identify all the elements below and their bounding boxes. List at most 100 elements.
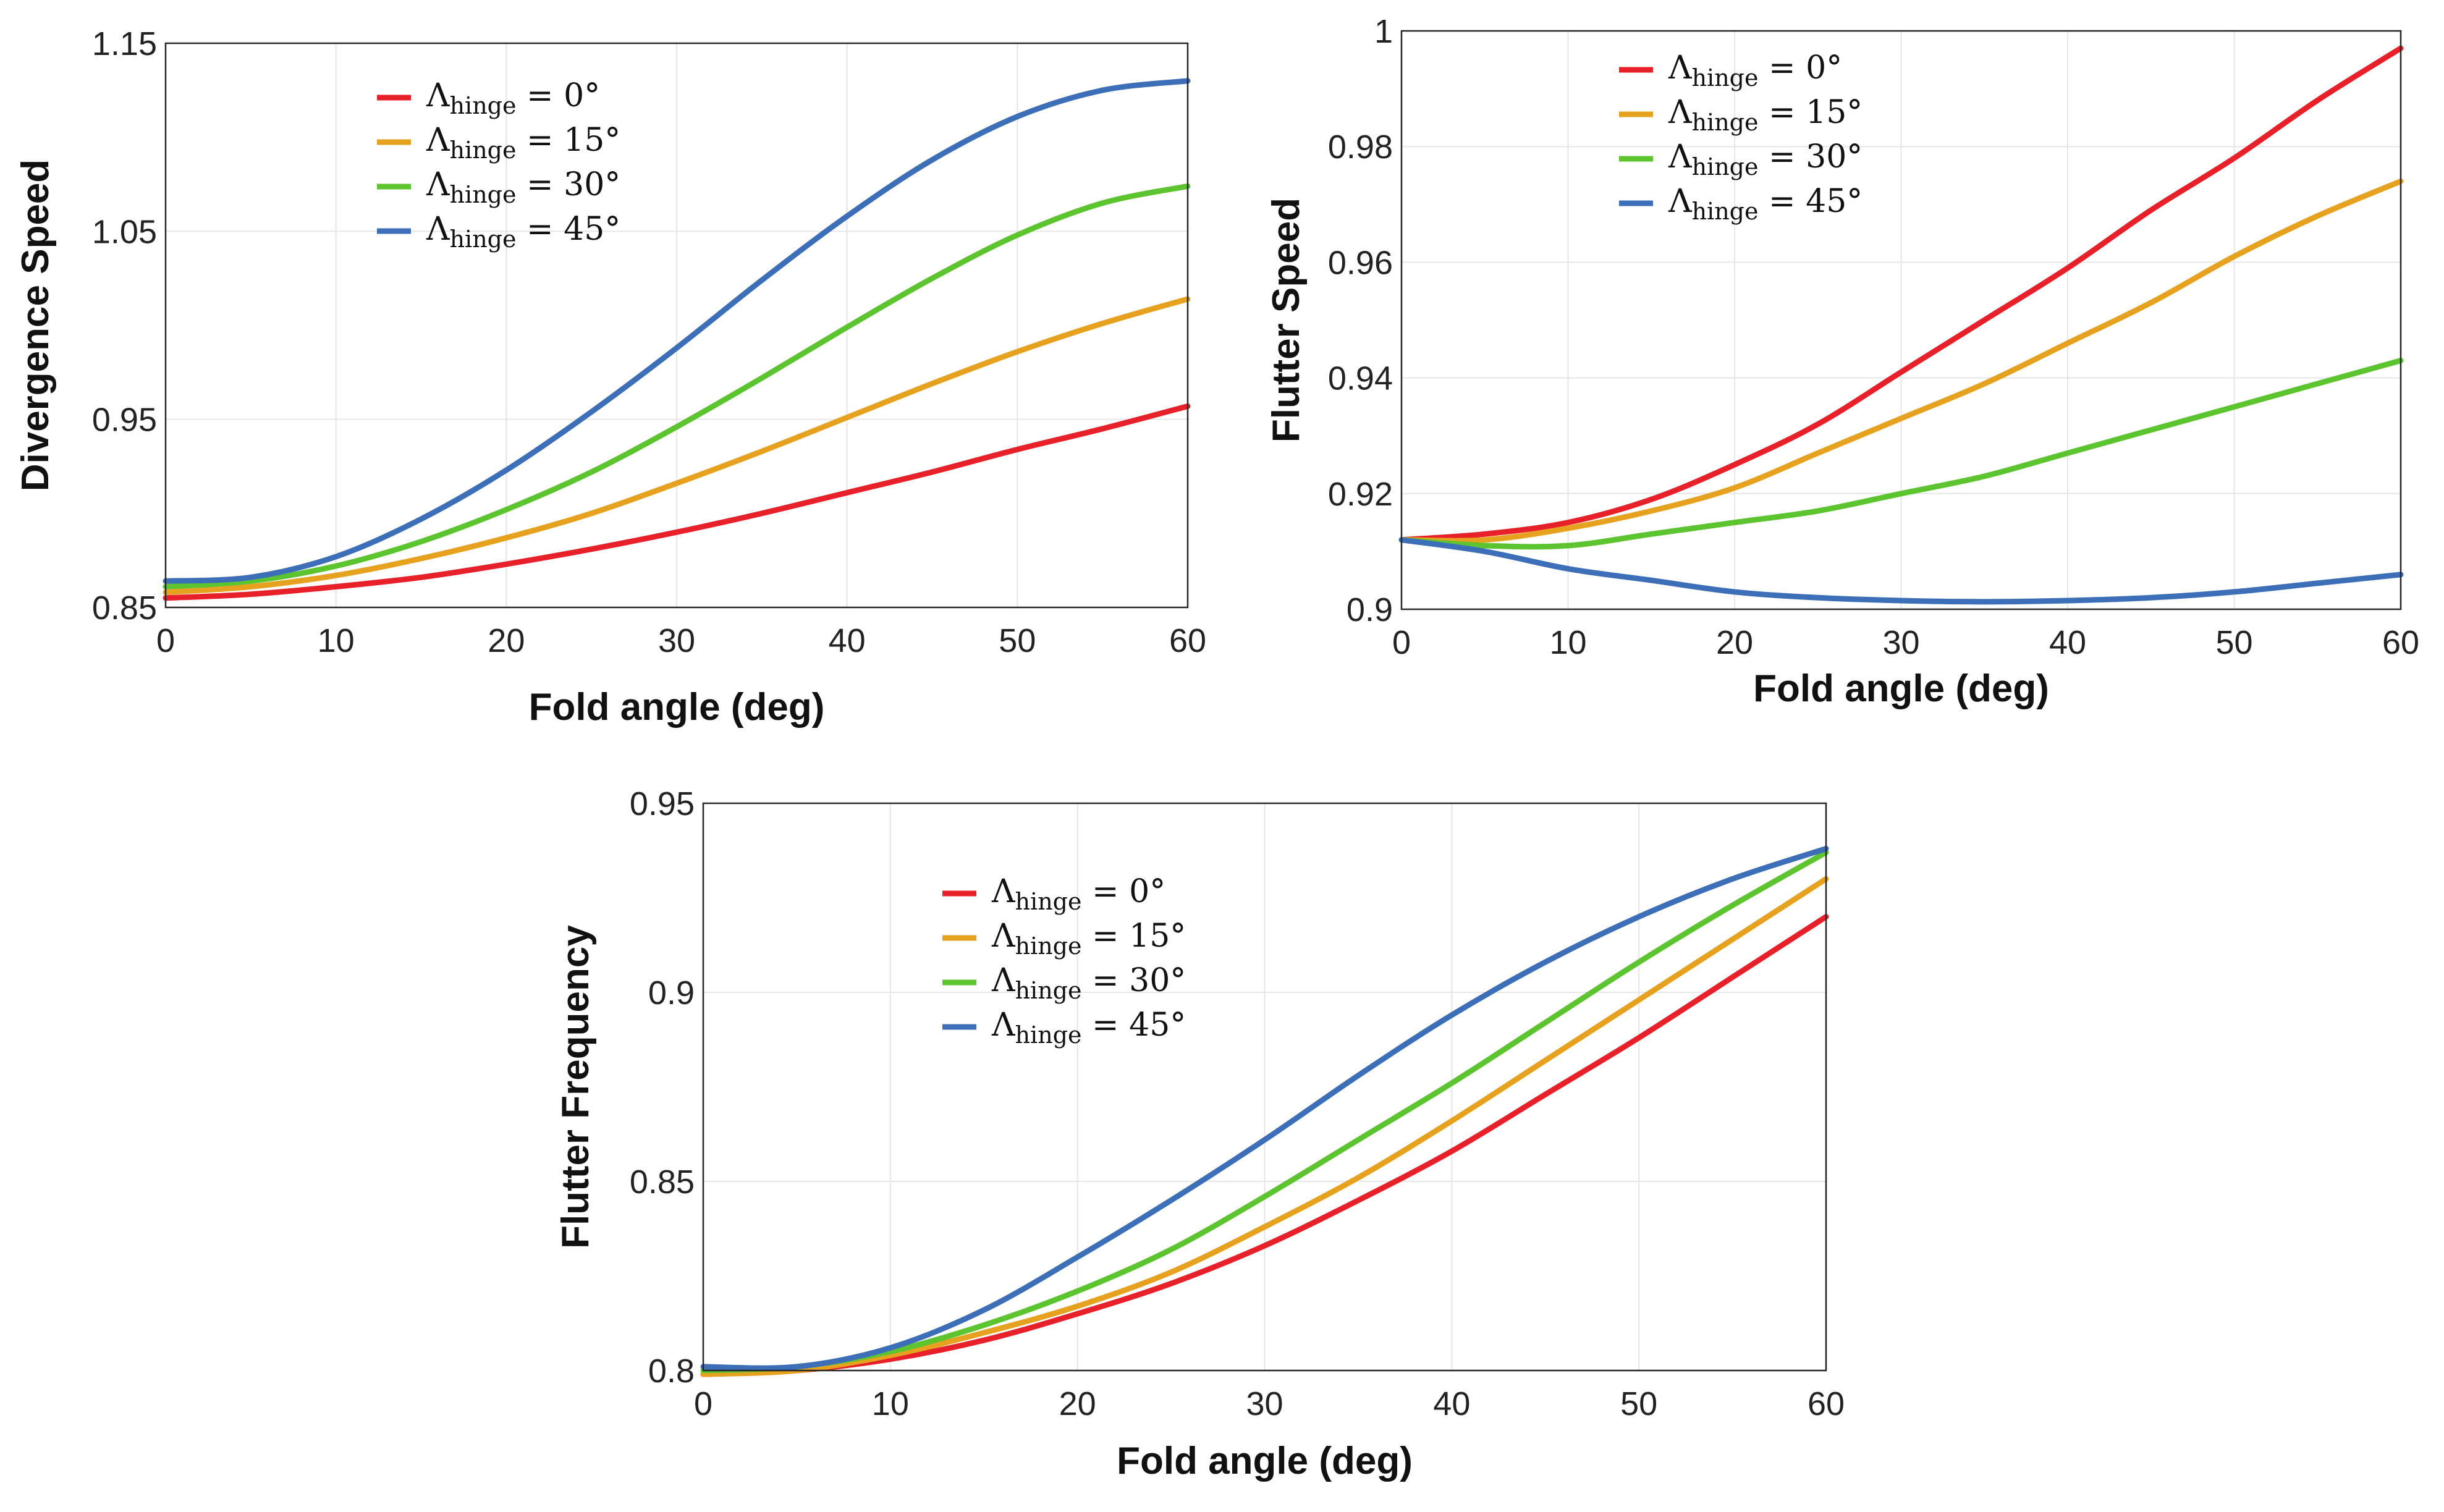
legend-value: = 45°: [1758, 183, 1863, 220]
y-tick-label: 0.95: [92, 402, 157, 439]
y-tick-label: 0.92: [1328, 476, 1393, 513]
y-axis-label: Divergence Speed: [14, 159, 57, 492]
legend-subscript: hinge: [1692, 198, 1759, 225]
plot-frame: [1400, 30, 2402, 610]
legend-symbol: Λ: [991, 918, 1016, 955]
legend-symbol: Λ: [991, 873, 1016, 910]
x-tick-label: 40: [2049, 624, 2086, 661]
legend-symbol: Λ: [426, 122, 450, 159]
y-tick-label: 0.98: [1328, 129, 1393, 166]
x-tick-label: 20: [488, 622, 525, 659]
legend-symbol: Λ: [1668, 94, 1693, 131]
legend-entry: Λhinge = 0°: [426, 77, 600, 119]
x-tick-label: 50: [999, 622, 1036, 659]
y-tick-label: 1.05: [92, 213, 157, 250]
legend-symbol: Λ: [1668, 183, 1693, 220]
legend-symbol: Λ: [1668, 138, 1693, 175]
series-line-hinge-30deg: [163, 183, 1191, 590]
x-tick-label: 30: [1246, 1385, 1283, 1422]
series-line-hinge-15deg: [1398, 178, 2404, 544]
plot-frame: [164, 42, 1189, 609]
legend-value: = 0°: [516, 77, 600, 114]
y-tick-label: 0.94: [1328, 360, 1393, 397]
legend-value: = 30°: [1081, 962, 1186, 999]
legend-value: = 30°: [1758, 138, 1863, 175]
legend-value: = 15°: [1758, 94, 1863, 131]
x-tick-label: 0: [156, 622, 175, 659]
legend: Λhinge = 0°Λhinge = 15°Λhinge = 30°Λhing…: [942, 873, 1186, 1049]
grid: [703, 803, 1827, 1371]
series-line-hinge-0deg: [163, 403, 1191, 601]
legend-subscript: hinge: [1692, 153, 1759, 180]
x-tick-label: 10: [318, 622, 355, 659]
legend-entry: Λhinge = 45°: [1668, 183, 1863, 225]
x-tick-label: 0: [1392, 624, 1411, 661]
y-tick-label: 0.85: [92, 589, 157, 627]
legend-symbol: Λ: [426, 211, 450, 248]
y-tick-label: 0.96: [1328, 244, 1393, 281]
series-line-hinge-30deg: [700, 850, 1829, 1374]
x-axis-label: Fold angle (deg): [529, 686, 825, 729]
series-line-hinge-15deg: [163, 296, 1191, 596]
y-axis-label: Flutter Speed: [1265, 198, 1308, 442]
y-tick-label: 0.85: [630, 1164, 695, 1201]
x-tick-label: 10: [1549, 624, 1586, 661]
legend-symbol: Λ: [1668, 49, 1693, 87]
x-tick-label: 60: [1169, 622, 1206, 659]
legend-subscript: hinge: [450, 92, 517, 119]
legend-entry: Λhinge = 45°: [991, 1007, 1186, 1049]
legend-subscript: hinge: [1692, 64, 1759, 91]
legend-value: = 0°: [1758, 49, 1842, 87]
y-tick-label: 1.15: [92, 25, 157, 62]
legend: Λhinge = 0°Λhinge = 15°Λhinge = 30°Λhing…: [377, 77, 620, 253]
series-line-hinge-30deg: [1398, 358, 2404, 550]
legend-subscript: hinge: [450, 137, 517, 164]
legend-entry: Λhinge = 45°: [426, 211, 620, 253]
legend-symbol: Λ: [991, 962, 1016, 999]
x-tick-label: 60: [2382, 624, 2419, 661]
legend-value: = 0°: [1081, 873, 1165, 910]
x-tick-label: 30: [1882, 624, 1919, 661]
legend-entry: Λhinge = 15°: [426, 122, 620, 164]
legend-value: = 30°: [516, 166, 620, 203]
legend-value: = 45°: [516, 211, 620, 248]
legend-symbol: Λ: [426, 77, 450, 114]
series-line-hinge-0deg: [1398, 45, 2404, 543]
legend-entry: Λhinge = 30°: [991, 962, 1186, 1004]
legend-subscript: hinge: [1692, 109, 1759, 136]
legend-symbol: Λ: [991, 1007, 1016, 1044]
series-line-hinge-15deg: [700, 876, 1829, 1377]
series-line-hinge-45deg: [700, 845, 1829, 1371]
legend-subscript: hinge: [450, 181, 517, 208]
series-line-hinge-0deg: [700, 914, 1829, 1377]
flutter-frequency-chart: 0 10 20 30 40 50 60 0.8 0.85 0.9 0.95 Fold angle (d…: [554, 785, 1845, 1482]
x-axis-label: Fold angle (deg): [1753, 667, 2049, 710]
y-axis-label: Flutter Frequency: [554, 925, 597, 1249]
legend-entry: Λhinge = 15°: [1668, 94, 1863, 136]
y-tick-label: 0.9: [648, 974, 695, 1012]
legend-subscript: hinge: [1015, 888, 1082, 915]
legend-subscript: hinge: [1015, 1021, 1082, 1049]
legend-subscript: hinge: [1015, 977, 1082, 1004]
y-tick-label: 0.9: [1347, 591, 1393, 628]
legend-entry: Λhinge = 30°: [1668, 138, 1863, 180]
legend: Λhinge = 0°Λhinge = 15°Λhinge = 30°Λhing…: [1619, 49, 1863, 225]
plot-frame: [702, 802, 1827, 1372]
legend-subscript: hinge: [450, 226, 517, 253]
x-tick-label: 20: [1716, 624, 1753, 661]
grid: [165, 43, 1188, 608]
grid: [1401, 30, 2401, 610]
legend-symbol: Λ: [426, 166, 450, 203]
x-tick-label: 40: [829, 622, 866, 659]
x-tick-label: 50: [2215, 624, 2252, 661]
x-axis-label: Fold angle (deg): [1117, 1440, 1413, 1482]
legend-entry: Λhinge = 15°: [991, 918, 1186, 960]
y-tick-label: 1: [1374, 13, 1393, 50]
y-tick-label: 0.95: [630, 785, 695, 822]
divergence-speed-chart: 0 10 20 30 40 50 60 0.85 0.95 1.05 1.15 Fold angle …: [14, 25, 1206, 729]
legend-entry: Λhinge = 0°: [1668, 49, 1842, 91]
y-tick-label: 0.8: [648, 1353, 695, 1390]
x-tick-label: 50: [1620, 1385, 1657, 1422]
x-tick-label: 60: [1808, 1385, 1845, 1422]
